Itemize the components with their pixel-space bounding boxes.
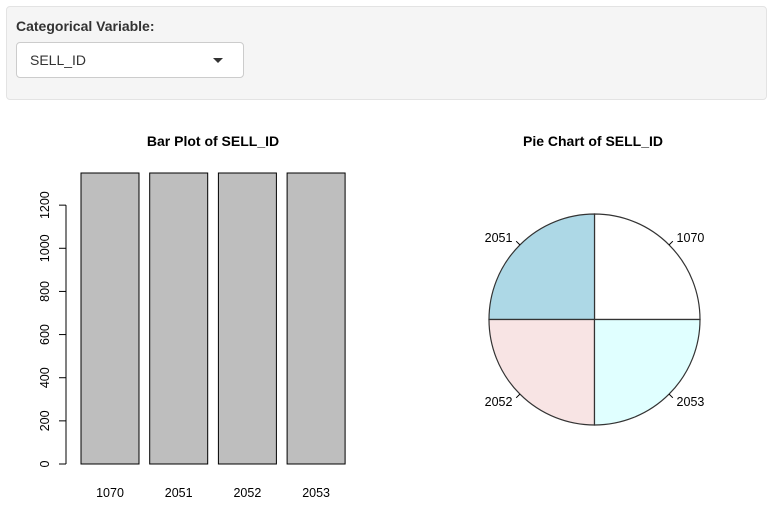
pie-labels: 1070 2051 2052 2053	[485, 231, 705, 409]
pie-chart: Pie Chart of SELL_ID 1070 2051 2052 2053	[485, 133, 705, 426]
x-tick-label: 2052	[233, 486, 261, 500]
pie-slice-2053	[593, 318, 701, 426]
pie-label-tick	[668, 393, 674, 399]
y-tick-label: 1000	[38, 234, 52, 262]
x-tick-label: 1070	[96, 486, 124, 500]
control-panel: Categorical Variable: SELL_ID	[6, 6, 767, 100]
bar-2052	[217, 172, 277, 465]
control-label: Categorical Variable:	[16, 18, 155, 34]
bar-y-axis: 0 200 400 600 800 1000 1200	[38, 191, 67, 467]
x-tick-label: 2053	[302, 486, 330, 500]
caret-down-icon	[213, 58, 223, 63]
bar-x-labels: 1070 2051 2052 2053	[96, 486, 330, 500]
y-tick-label: 800	[38, 281, 52, 302]
y-tick-label: 600	[38, 324, 52, 345]
bar-chart: Bar Plot of SELL_ID 0 200 400 600 800 1000 120…	[38, 133, 346, 500]
bar-chart-title: Bar Plot of SELL_ID	[147, 133, 279, 149]
pie-label-tick	[668, 240, 674, 246]
pie-label-tick	[515, 240, 521, 246]
y-tick-label: 0	[38, 460, 52, 467]
bar-2053	[286, 172, 346, 465]
pie-slice-2051	[488, 213, 596, 321]
pie-label: 2052	[485, 395, 513, 409]
pie-slice-1070	[593, 213, 701, 321]
y-tick-label: 1200	[38, 191, 52, 219]
pie-label: 2053	[677, 395, 705, 409]
pie-chart-title: Pie Chart of SELL_ID	[523, 133, 663, 149]
categorical-variable-select[interactable]: SELL_ID	[16, 42, 244, 78]
pie-slice-2052	[488, 318, 596, 426]
bar-series	[80, 172, 346, 465]
y-tick-label: 200	[38, 410, 52, 431]
pie-label-tick	[515, 393, 521, 399]
pie-label: 1070	[677, 231, 705, 245]
pie-slices	[488, 213, 701, 426]
x-tick-label: 2051	[165, 486, 193, 500]
bar-2051	[149, 172, 209, 465]
bar-1070	[80, 172, 140, 465]
pie-label: 2051	[485, 231, 513, 245]
y-tick-label: 400	[38, 367, 52, 388]
select-value: SELL_ID	[30, 52, 87, 68]
